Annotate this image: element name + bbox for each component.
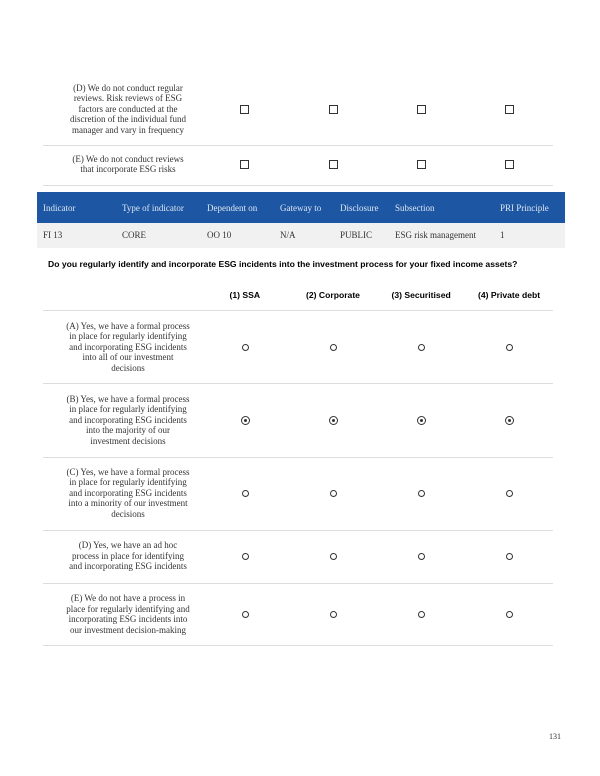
label-line: and incorporating ESG incidents <box>69 341 187 352</box>
row-label: (D) We do not conduct regular reviews. Ri… <box>43 83 213 136</box>
radio <box>329 489 337 497</box>
indicator-header: Dependent on <box>207 203 258 213</box>
label-line: decisions <box>111 362 145 373</box>
radio <box>241 489 249 497</box>
row-label: (C) Yes, we have a formal process in plac… <box>43 467 213 520</box>
label-line: manager and vary in frequency <box>72 124 184 135</box>
radio <box>241 610 249 618</box>
label-line: and incorporating ESG incidents <box>69 561 187 572</box>
label-line: into a minority of our investment <box>68 498 188 509</box>
indicator-value: ESG risk management <box>395 230 476 240</box>
checkbox <box>505 105 514 114</box>
indicator-value: 1 <box>500 230 505 240</box>
row-separator <box>43 583 553 584</box>
label-line: place for regularly identifying and <box>66 603 190 614</box>
label-line: discretion of the individual fund <box>70 114 186 125</box>
radio <box>329 552 337 560</box>
row-label: (A) Yes, we have a formal process in plac… <box>43 321 213 374</box>
row-separator <box>43 383 553 384</box>
row-separator <box>43 145 553 146</box>
radio-selected <box>416 415 426 425</box>
label-line: (B) Yes, we have a formal process <box>66 393 190 404</box>
row-separator <box>43 310 553 311</box>
radio <box>417 610 425 618</box>
checkbox <box>329 160 338 169</box>
indicator-values-row <box>37 223 565 248</box>
checkbox <box>417 105 426 114</box>
checkbox <box>417 160 426 169</box>
row-label: (E) We do not conduct reviews that incorp… <box>43 154 213 175</box>
indicator-value: CORE <box>122 230 147 240</box>
label-line: into all of our investment <box>82 352 174 363</box>
label-line: incorporating ESG incidents into <box>68 614 188 624</box>
radio <box>505 610 513 618</box>
row-separator <box>43 530 553 531</box>
indicator-header: Subsection <box>395 203 435 213</box>
checkbox <box>505 160 514 169</box>
indicator-value: FI 13 <box>43 230 63 240</box>
radio <box>417 552 425 560</box>
label-line: and incorporating ESG incidents <box>69 487 187 498</box>
indicator-value: OO 10 <box>207 230 232 240</box>
indicator-header-bar <box>37 192 565 223</box>
indicator-value: N/A <box>280 230 296 240</box>
label-line: investment decisions <box>90 435 166 446</box>
column-header: (2) Corporate <box>306 290 360 300</box>
label-line: (D) Yes, we have an ad hoc <box>78 540 178 551</box>
label-line: (E) We do not conduct reviews <box>72 153 184 164</box>
label-line: (D) We do not conduct regular <box>73 82 183 93</box>
checkbox <box>329 105 338 114</box>
radio <box>417 343 425 351</box>
label-line: process in place for identifying <box>72 550 184 561</box>
radio-selected <box>504 415 514 425</box>
label-line: our investment decision-making <box>70 624 186 635</box>
radio-selected <box>328 415 338 425</box>
question: Do you regularly identify and incorporat… <box>48 259 518 269</box>
radio <box>241 552 249 560</box>
indicator-header: Indicator <box>43 203 76 213</box>
label-line: that incorporate ESG risks <box>80 164 176 174</box>
column-header: (3) Securitised <box>391 290 451 300</box>
indicator-value: PUBLIC <box>340 230 373 240</box>
label-line: (A) Yes, we have a formal process <box>66 320 190 331</box>
row-separator <box>43 457 553 458</box>
radio <box>505 552 513 560</box>
radio <box>329 343 337 351</box>
radio <box>241 343 249 351</box>
label-line: factors are conducted at the <box>78 103 178 114</box>
checkbox <box>240 105 249 114</box>
label-line: (C) Yes, we have a formal process <box>66 466 190 477</box>
radio <box>417 489 425 497</box>
column-header: (1) SSA <box>229 290 261 300</box>
radio <box>505 489 513 497</box>
radio-selected <box>240 415 250 425</box>
radio <box>505 343 513 351</box>
indicator-header: PRI Principle <box>500 203 549 213</box>
row-label: (D) Yes, we have an ad hoc process in pla… <box>43 540 213 572</box>
row-separator <box>43 645 553 646</box>
column-header: (4) Private debt <box>478 290 541 300</box>
label-line: in place for regularly identifying <box>69 331 187 342</box>
label-line: reviews. Risk reviews of ESG <box>73 93 183 104</box>
label-line: (E) We do not have a process in <box>70 593 186 603</box>
indicator-header: Gateway to <box>280 203 322 213</box>
checkbox <box>240 160 249 169</box>
label-line: in place for regularly identifying <box>69 404 187 415</box>
indicator-header: Type of indicator <box>122 203 184 213</box>
row-label: (E) We do not have a process in place for… <box>43 593 213 635</box>
page-number: 131 <box>549 732 561 741</box>
radio <box>329 610 337 618</box>
label-line: into the majority of our <box>86 425 170 436</box>
row-label: (B) Yes, we have a formal process in plac… <box>43 394 213 447</box>
label-line: and incorporating ESG incidents <box>69 414 187 425</box>
indicator-header: Disclosure <box>340 203 379 213</box>
label-line: in place for regularly identifying <box>69 477 187 488</box>
label-line: decisions <box>111 508 145 519</box>
row-separator <box>43 185 553 186</box>
